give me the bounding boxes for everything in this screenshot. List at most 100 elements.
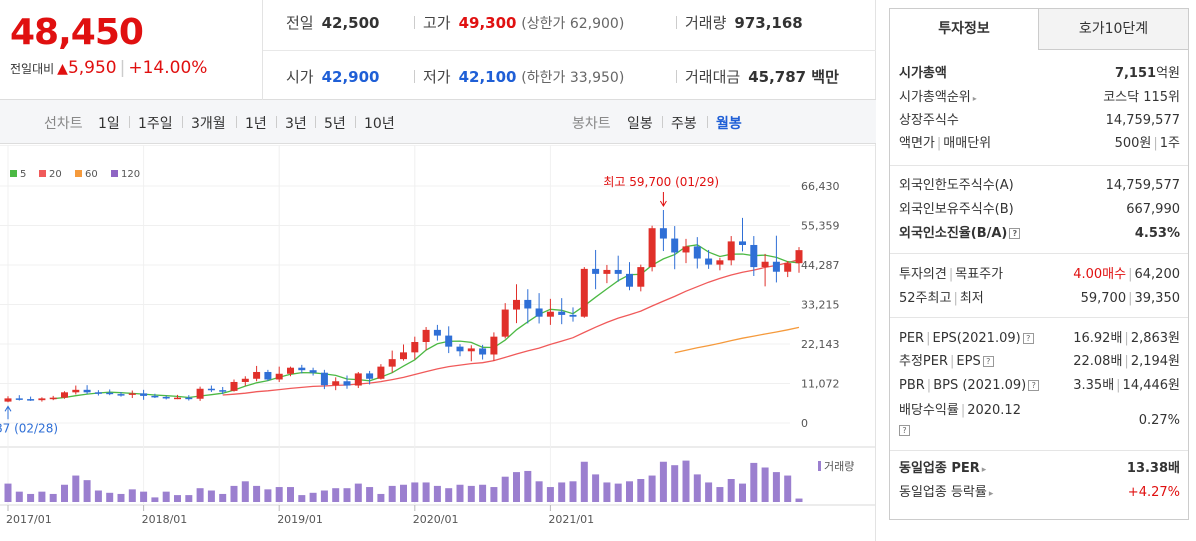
y-tick-label: 55,359 [801, 219, 840, 232]
candle-body [366, 373, 374, 379]
low-price: 저가 42,100 (하한가 33,950) [414, 66, 624, 87]
candle-body [445, 335, 453, 347]
industry-change-row[interactable]: 동일업종 등락률 ▸ +4.27% [899, 483, 1180, 503]
tab-invest-info[interactable]: 투자정보 [889, 8, 1039, 50]
volume-bar [592, 474, 600, 502]
tab-orderbook[interactable]: 호가10단계 [1038, 8, 1189, 50]
high-annotation: 최고 59,700 (01/29) [603, 175, 719, 189]
period-1w[interactable]: 1주일 [138, 116, 173, 132]
candle-body [332, 381, 340, 386]
y-tick-label: 22,143 [801, 338, 840, 351]
info-tabs: 투자정보 호가10단계 [889, 8, 1189, 50]
bps-value: 14,446원 [1122, 378, 1180, 393]
volume-bar [117, 493, 125, 502]
candle-monthly[interactable]: 월봉 [716, 116, 742, 132]
candle-body [106, 392, 114, 395]
help-icon[interactable]: ? [1022, 333, 1034, 344]
candle-body [140, 393, 148, 396]
candle-body [727, 241, 735, 261]
volume-bar [795, 498, 803, 502]
market-cap-rank-row[interactable]: 시가총액순위 ▸ 코스닥 115위 [899, 88, 1180, 108]
candle-daily[interactable]: 일봉 [627, 116, 653, 132]
volume-bar [546, 487, 554, 502]
shares-value: 14,759,577 [1105, 113, 1180, 128]
volume-bar [626, 481, 633, 502]
invest-info-panel: 투자정보 호가10단계 시가총액 7,151억원 시가총액순위 ▸ 코스닥 115… [876, 0, 1196, 541]
low-label: 저가 [423, 68, 451, 86]
volume-bar [501, 476, 509, 502]
per-value: 16.92배 [1073, 331, 1123, 346]
trade-unit-label: 매매단위 [943, 136, 992, 151]
dividend-row: 배당수익률 | 2020.12 [899, 403, 1021, 418]
candle-body [298, 367, 306, 371]
price-chart[interactable]: 66,43055,35944,28733,21522,14311,0720201… [0, 145, 875, 541]
period-1y[interactable]: 1년 [245, 116, 267, 132]
period-10y[interactable]: 10년 [364, 116, 395, 132]
candle-body [784, 263, 792, 272]
candle-weekly[interactable]: 주봉 [671, 116, 697, 132]
candle-body [264, 371, 272, 380]
volume-bar [603, 482, 611, 502]
volume-bar [151, 497, 159, 502]
volume-bar [320, 490, 328, 502]
candle-body [739, 241, 746, 245]
candle-body [4, 398, 12, 402]
candle-body [219, 390, 227, 392]
candle-body [253, 371, 261, 379]
candle-body [524, 299, 532, 309]
divider [315, 116, 316, 128]
candle-body [592, 268, 600, 274]
period-1d[interactable]: 1일 [98, 116, 120, 132]
foreign-ratio-row: 외국인소진율(B/A)? 4.53% [899, 224, 1180, 244]
volume-bar [264, 489, 272, 502]
candle-body [72, 389, 80, 393]
period-5y[interactable]: 5년 [324, 116, 346, 132]
candle-body [513, 299, 520, 310]
candle-body [637, 267, 645, 287]
help-icon[interactable]: ? [1009, 228, 1021, 239]
candle-body [411, 342, 419, 353]
divider [355, 116, 356, 128]
volume-bar [94, 490, 102, 502]
par-row: 액면가 | 매매단위 500원 | 1주 [899, 136, 1180, 151]
high-price: 고가 49,300 (상한가 62,900) [414, 12, 624, 33]
opinion-value: 4.00매수 [1073, 267, 1127, 282]
open-value: 42,900 [321, 68, 380, 86]
chart-period-bar: 선차트 1일 1주일 3개월 1년 3년 5년 10년 봉차트 일봉 주봉 월봉 [0, 100, 876, 144]
volume-bar [366, 487, 374, 502]
help-icon[interactable]: ? [899, 425, 910, 436]
ma60-line [674, 326, 800, 354]
dividend-value: 0.27% [1138, 413, 1180, 428]
divider [129, 116, 130, 128]
x-tick-label: 2020/01 [413, 513, 459, 526]
caret-right-icon: ▸ [981, 465, 987, 475]
week52-row: 52주최고 | 최저 59,700 | 39,350 [899, 291, 1180, 306]
period-3m[interactable]: 3개월 [191, 116, 226, 132]
industry-per-row[interactable]: 동일업종 PER ▸ 13.38배 [899, 459, 1180, 479]
price-box: 48,450 전일대비 ▲5,950 | +14.00% [0, 0, 263, 100]
week52-low-label: 최저 [959, 291, 984, 306]
period-3y[interactable]: 3년 [285, 116, 307, 132]
prev-close-value: 42,500 [321, 14, 380, 32]
candle-body [49, 397, 57, 400]
trade-value-value: 45,787 백만 [748, 68, 839, 86]
candle-body [61, 392, 68, 398]
foreign-ratio-label: 외국인소진율(B/A) [899, 226, 1008, 241]
legend-swatch [111, 170, 118, 177]
low-value: 42,100 [458, 68, 517, 86]
volume-bar [83, 480, 91, 502]
candle-body [614, 269, 622, 274]
volume-bar [648, 475, 656, 502]
candle-body [27, 399, 35, 401]
est-eps-value: 2,194원 [1130, 354, 1180, 369]
high-label: 고가 [423, 14, 451, 32]
y-tick-label: 33,215 [801, 299, 840, 312]
volume-bar [241, 481, 249, 502]
bps-label: BPS (2021.09) [933, 378, 1027, 393]
par-label: 액면가 [899, 136, 935, 151]
candle-body [388, 359, 396, 367]
volume: 거래량 973,168 [676, 12, 803, 33]
candle-body [241, 378, 249, 382]
help-icon[interactable]: ? [1028, 380, 1040, 391]
help-icon[interactable]: ? [982, 356, 994, 367]
